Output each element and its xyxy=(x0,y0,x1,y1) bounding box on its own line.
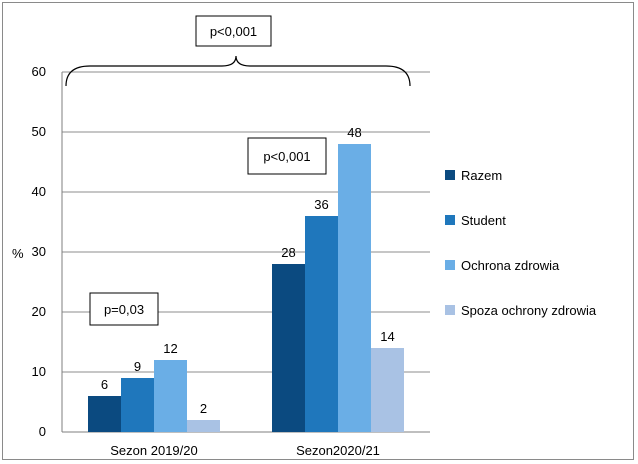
bar xyxy=(371,348,404,432)
overall-significance: p<0,001 xyxy=(195,15,272,47)
legend-label: Ochrona zdrowia xyxy=(461,258,560,273)
y-axis-label: % xyxy=(12,246,24,261)
legend-swatch xyxy=(445,260,455,270)
legend-label: Razem xyxy=(461,168,502,183)
x-axis-categories: Sezon 2019/20 Sezon2020/21 xyxy=(110,443,380,458)
data-label: 48 xyxy=(347,125,361,140)
y-tick-label: 60 xyxy=(32,64,46,79)
y-tick-label: 20 xyxy=(32,304,46,319)
bar xyxy=(338,144,371,432)
data-label: 9 xyxy=(134,359,141,374)
bar xyxy=(187,420,220,432)
data-labels: 6 9 12 2 28 36 48 14 xyxy=(101,125,395,416)
y-tick-label: 50 xyxy=(32,124,46,139)
legend-label: Spoza ochrony zdrowia xyxy=(461,303,597,318)
season2-significance: p<0,001 xyxy=(247,137,327,175)
bar xyxy=(121,378,154,432)
legend-swatch xyxy=(445,305,455,315)
y-tick-label: 10 xyxy=(32,364,46,379)
data-label: 36 xyxy=(314,197,328,212)
data-label: 6 xyxy=(101,377,108,392)
y-tick-label: 30 xyxy=(32,244,46,259)
season2-p-value: p<0,001 xyxy=(263,149,310,164)
legend-swatch xyxy=(445,215,455,225)
season1-significance: p=0,03 xyxy=(89,292,159,326)
overall-brace xyxy=(65,55,411,87)
bar xyxy=(272,264,305,432)
y-tick-label: 40 xyxy=(32,184,46,199)
season1-p-value: p=0,03 xyxy=(104,302,144,317)
data-label: 14 xyxy=(380,329,394,344)
bar xyxy=(305,216,338,432)
legend: Razem Student Ochrona zdrowia Spoza ochrony… xyxy=(445,168,597,318)
y-tick-label: 0 xyxy=(39,424,46,439)
data-label: 28 xyxy=(281,245,295,260)
bar xyxy=(88,396,121,432)
legend-swatch xyxy=(445,170,455,180)
y-axis-ticks: 0 10 20 30 40 50 60 xyxy=(32,64,46,439)
x-category-label: Sezon2020/21 xyxy=(296,443,380,458)
legend-label: Student xyxy=(461,213,506,228)
x-category-label: Sezon 2019/20 xyxy=(110,443,197,458)
chart-frame xyxy=(2,2,634,460)
bar xyxy=(154,360,187,432)
data-label: 12 xyxy=(163,341,177,356)
overall-p-value: p<0,001 xyxy=(210,24,257,39)
data-label: 2 xyxy=(200,401,207,416)
bars xyxy=(88,144,404,432)
